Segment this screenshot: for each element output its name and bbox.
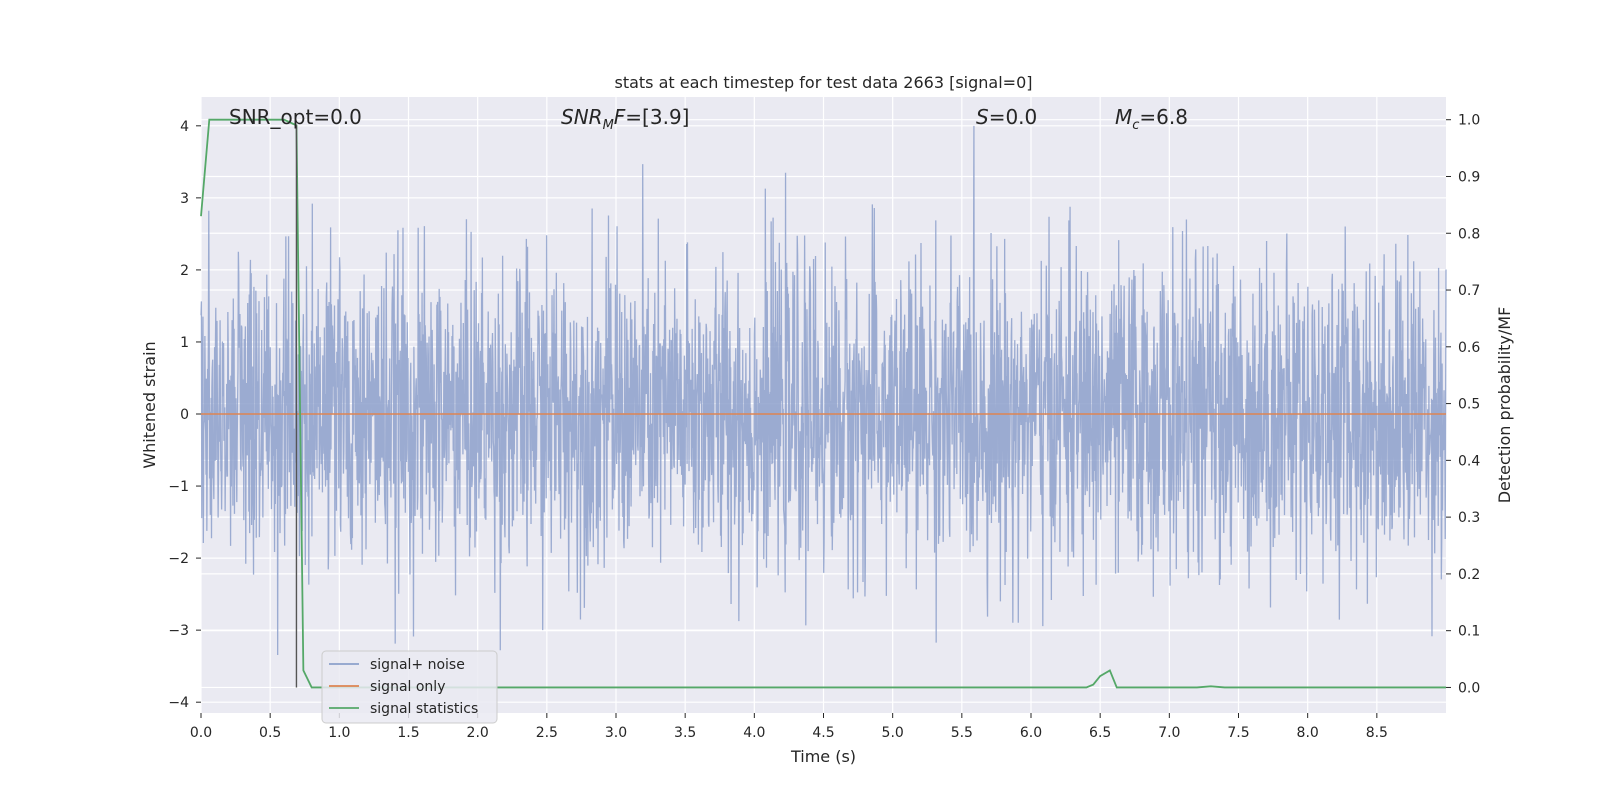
- y2-tick-label: 0.7: [1458, 283, 1480, 299]
- x-axis-label: Time (s): [790, 747, 856, 766]
- legend: signal+ noise signal only signal statist…: [321, 650, 498, 724]
- x-tick-label: 5.5: [951, 725, 973, 741]
- y2-tick-label: 0.2: [1458, 567, 1480, 583]
- y-tick-label: −3: [168, 623, 189, 639]
- legend-label-signal-statistics: signal statistics: [370, 701, 478, 717]
- statistics-line: [200, 118, 1446, 689]
- y2-tick-label: 0.9: [1458, 169, 1480, 185]
- x-tick-label: 3.0: [605, 725, 627, 741]
- y-tick-label: 3: [180, 191, 189, 207]
- annotation-mc-main: M: [1115, 105, 1132, 129]
- legend-label-signal-noise: signal+ noise: [370, 657, 465, 673]
- series-signal-statistics: [200, 118, 1446, 689]
- y-tick-label: −2: [168, 551, 189, 567]
- x-tick-label: 1.5: [397, 725, 419, 741]
- y-tick-label: 2: [180, 263, 189, 279]
- y2-tick-label: 0.5: [1458, 397, 1480, 413]
- noise-trace: [200, 125, 1447, 655]
- x-tick-label: 4.0: [743, 725, 765, 741]
- legend-label-signal-only: signal only: [370, 679, 445, 695]
- annotation-snr-mf: SNRMF=[3.9]: [561, 105, 689, 133]
- x-tick-label: 2.5: [536, 725, 558, 741]
- y-tick-label: 4: [180, 119, 189, 135]
- y2-tick-label: 0.1: [1458, 624, 1480, 640]
- y-tick-label: 1: [180, 335, 189, 351]
- x-tick-label: 6.5: [1089, 725, 1111, 741]
- x-tick-label: 7.0: [1158, 725, 1180, 741]
- y-tick-label: 0: [180, 407, 189, 423]
- x-tick-label: 1.0: [328, 725, 350, 741]
- annotation-s: S=0.0: [976, 105, 1037, 129]
- x-tick-label: 4.5: [812, 725, 834, 741]
- y-tick-label: −4: [168, 695, 189, 711]
- legend-box: [321, 650, 498, 724]
- y2-axis-label: Detection probability/MF: [1495, 307, 1514, 504]
- annotation-s-main: S: [976, 105, 989, 129]
- x-tick-label: 3.5: [674, 725, 696, 741]
- x-axis-ticks: 0.0 0.5 1.0 1.5 2.0 2.5 3.0 3.5 4.0 4.5 5.0 5.5 6.0 6…: [190, 713, 1388, 741]
- chart-title: stats at each timestep for test data 266…: [614, 73, 1032, 92]
- x-tick-label: 8.0: [1297, 725, 1319, 741]
- annotation-mc-sub: c: [1132, 118, 1139, 133]
- y-axis-ticks: −4 −3 −2 −1 0 1 2 3 4: [168, 119, 201, 711]
- x-tick-label: 0.0: [190, 725, 212, 741]
- annotation-snr-mf-rest-f: F: [614, 105, 626, 129]
- x-tick-label: 5.0: [882, 725, 904, 741]
- y2-axis-ticks: 0.0 0.1 0.2 0.3 0.4 0.5 0.6 0.7 0.8 0.9 1.0: [1446, 113, 1480, 696]
- y-axis-label: Whitened strain: [140, 341, 159, 468]
- y2-tick-label: 0.6: [1458, 340, 1480, 356]
- y2-tick-label: 0.0: [1458, 680, 1480, 696]
- annotation-s-rest: =0.0: [989, 105, 1038, 129]
- y2-tick-label: 0.8: [1458, 226, 1480, 242]
- annotation-mc: Mc=6.8: [1115, 105, 1188, 133]
- x-tick-label: 2.0: [467, 725, 489, 741]
- annotation-snr-mf-sub: M: [603, 118, 614, 133]
- annotation-mc-rest: =6.8: [1139, 105, 1188, 129]
- y2-tick-label: 0.3: [1458, 510, 1480, 526]
- x-tick-label: 6.0: [1020, 725, 1042, 741]
- series-signal-noise: [200, 125, 1447, 655]
- y2-tick-label: 1.0: [1458, 113, 1480, 129]
- y2-tick-label: 0.4: [1458, 453, 1480, 469]
- x-tick-label: 7.5: [1227, 725, 1249, 741]
- y-tick-label: −1: [168, 479, 189, 495]
- annotation-snr-mf-rest: =[3.9]: [625, 105, 689, 129]
- x-tick-label: 8.5: [1366, 725, 1388, 741]
- annotation-snr-opt: SNR_opt=0.0: [229, 105, 362, 129]
- x-tick-label: 0.5: [259, 725, 281, 741]
- annotation-snr-mf-main: SNR: [561, 105, 603, 129]
